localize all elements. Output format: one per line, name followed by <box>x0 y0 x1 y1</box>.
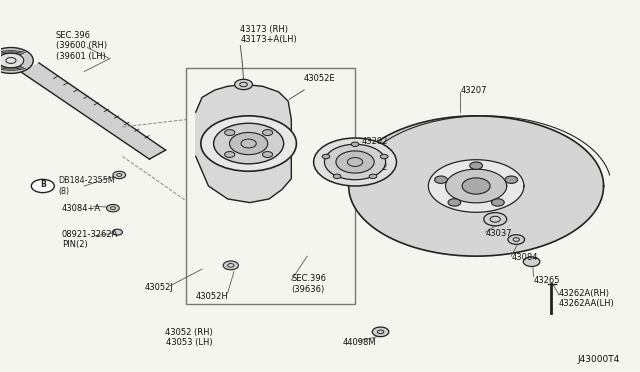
Circle shape <box>470 162 483 169</box>
Circle shape <box>201 116 296 171</box>
Polygon shape <box>349 116 604 256</box>
Text: 43052E: 43052E <box>304 74 336 83</box>
Circle shape <box>314 138 396 186</box>
Text: J43000T4: J43000T4 <box>577 355 620 364</box>
Polygon shape <box>22 63 166 159</box>
Circle shape <box>0 53 24 68</box>
Circle shape <box>505 176 518 183</box>
Circle shape <box>508 235 525 244</box>
Circle shape <box>322 154 330 159</box>
Text: 43222: 43222 <box>362 163 388 172</box>
Text: B: B <box>40 180 45 189</box>
Text: 43052J: 43052J <box>145 283 173 292</box>
Text: DB184-2355M
(8): DB184-2355M (8) <box>59 176 115 196</box>
Circle shape <box>214 123 284 164</box>
Text: 43084+A: 43084+A <box>62 203 101 213</box>
Circle shape <box>223 261 239 270</box>
Circle shape <box>113 171 125 179</box>
Polygon shape <box>445 169 507 203</box>
Circle shape <box>448 199 461 206</box>
Circle shape <box>112 229 122 235</box>
Circle shape <box>235 79 252 90</box>
Circle shape <box>225 129 235 135</box>
Circle shape <box>462 178 490 194</box>
Circle shape <box>262 129 273 135</box>
Polygon shape <box>428 160 524 212</box>
Circle shape <box>372 327 389 337</box>
Circle shape <box>484 212 507 226</box>
Circle shape <box>0 48 33 73</box>
Text: 43052 (RH)
43053 (LH): 43052 (RH) 43053 (LH) <box>166 328 213 347</box>
Circle shape <box>351 142 359 147</box>
Circle shape <box>31 179 54 193</box>
Text: 43173 (RH)
43173+A(LH): 43173 (RH) 43173+A(LH) <box>241 25 297 44</box>
Circle shape <box>333 174 341 179</box>
Text: 08921-3262A
PIN(2): 08921-3262A PIN(2) <box>62 230 118 249</box>
Text: 43037: 43037 <box>486 230 512 238</box>
Circle shape <box>369 174 377 179</box>
Circle shape <box>262 151 273 157</box>
Text: SEC.396
(39600 (RH)
(39601 (LH): SEC.396 (39600 (RH) (39601 (LH) <box>56 31 107 61</box>
Text: 43084: 43084 <box>511 253 538 263</box>
Text: 43202: 43202 <box>362 137 388 146</box>
Circle shape <box>336 151 374 173</box>
Circle shape <box>230 132 268 155</box>
Text: 43265: 43265 <box>534 276 560 285</box>
Circle shape <box>492 199 504 206</box>
Text: 44098M: 44098M <box>342 339 376 347</box>
Circle shape <box>324 144 386 180</box>
Circle shape <box>380 154 388 159</box>
Text: 43052H: 43052H <box>196 292 228 301</box>
Circle shape <box>225 151 235 157</box>
Text: 43207: 43207 <box>460 86 486 94</box>
Bar <box>186 68 355 304</box>
Text: 43262A(RH)
43262AA(LH): 43262A(RH) 43262AA(LH) <box>559 289 614 308</box>
Circle shape <box>524 257 540 266</box>
Circle shape <box>435 176 447 183</box>
Circle shape <box>106 205 119 212</box>
Text: SEC.396
(39636): SEC.396 (39636) <box>291 274 326 294</box>
Polygon shape <box>196 84 291 203</box>
